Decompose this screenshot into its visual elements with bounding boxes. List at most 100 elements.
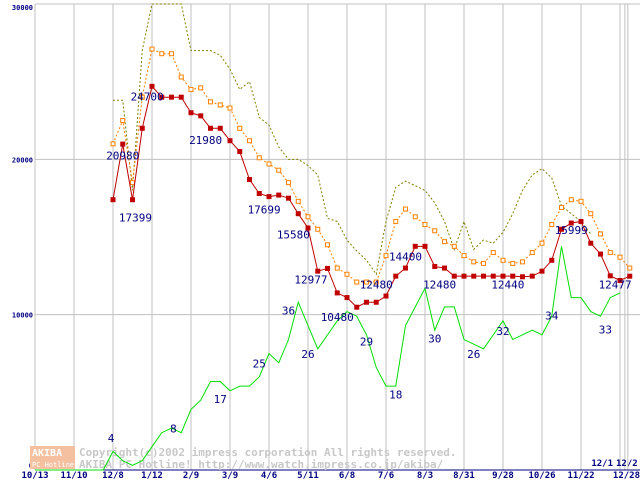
series-average-point [139,94,145,100]
series-min-point [217,125,223,131]
watermark: AKIBA PC Hotline! Copyright(c)2002 impre… [30,446,457,471]
series-min-point [198,113,204,119]
series-average-point [159,51,165,57]
series-average-point [442,239,447,245]
series-min-point [276,192,282,198]
x-tick-label: 5/11 [297,471,319,480]
series-average-point [247,138,252,144]
data-label: 12977 [294,274,327,287]
y-tick-label: 30000 [12,4,33,12]
watermark-logo-bottom-text: PC Hotline! [32,461,78,469]
x-tick-label: 6/8 [339,471,355,480]
data-label: 12480 [360,278,393,291]
data-label: 29 [360,336,373,349]
series-average-point [588,211,594,217]
series-average-point [266,161,272,167]
series-average-point [354,279,360,285]
series-average-point [110,141,116,147]
data-label: 12480 [423,278,456,291]
series-min-point [256,191,262,197]
data-label: 26 [467,348,480,361]
data-label: 24700 [131,90,164,103]
series-average-point [471,259,477,265]
series-min-point [178,94,184,100]
series-average-point [130,180,135,186]
series-min-point [130,197,135,203]
data-label: 17399 [119,211,152,224]
series-min-point [442,265,447,271]
series-min-point [295,211,301,217]
x-tick-label: 12/2 [616,459,638,469]
x-tick-label: 7/6 [378,471,394,480]
series-average-point [344,271,350,277]
series-min-point [110,197,116,203]
series-average-point [490,250,496,256]
data-label: 17699 [248,204,281,217]
x-tick-label: 8/31 [453,471,475,480]
series-min-point [149,83,155,89]
data-label: 12477 [599,278,632,291]
series-min-point [490,273,496,279]
series-min-point [559,226,564,232]
series-min-point [412,243,418,249]
series-average-point [481,260,486,266]
watermark-copyright: Copyright(c)2002 impress corporation All… [79,446,457,459]
y-tick-label: 20000 [12,156,33,164]
x-tick-label: 10/13 [21,471,48,480]
series-average-point [208,99,213,105]
series-average-point [598,231,603,237]
data-label: 15999 [555,224,588,237]
x-tick-label: 8/3 [417,471,433,480]
data-label: 33 [599,323,612,336]
series-average-point [276,167,282,173]
x-tick-label: 9/28 [492,471,514,480]
series-average-point [617,254,623,260]
series-min-point [393,273,399,279]
series-min-point [208,125,213,131]
data-label: 15580 [277,229,310,242]
series-average-point [325,242,330,248]
data-label: 25 [253,357,266,370]
series-min-point [237,149,243,155]
data-label: 21980 [189,134,222,147]
series-average-point [217,102,223,108]
series-average-point [432,228,438,234]
series-min-point [500,273,506,279]
series-min-point [247,177,252,183]
series-min-point [529,273,535,279]
series-min-point [588,240,594,246]
series-min-point [373,299,379,305]
series-min-point [139,125,145,131]
series-average-point [227,105,233,111]
data-label: 36 [282,305,295,318]
data-label: 32 [496,325,509,338]
series-min-point [169,94,174,100]
series-average-point [198,85,204,91]
series-average-point [627,265,633,271]
series-shops-line [35,246,621,471]
x-tick-label: 10/26 [528,471,555,480]
series-average-point [334,265,340,271]
data-label: 8 [170,423,177,436]
series-average-point [237,125,243,131]
series-min-point [461,273,467,279]
series-average-point [256,155,262,161]
data-label: 20980 [106,149,139,162]
series-average-point [578,198,584,204]
series-min-point [607,273,613,279]
series-max-line [113,3,592,276]
series-min-point [510,273,516,279]
series-min-point [549,257,555,263]
series-min-point [578,218,584,224]
series-min-point [315,268,321,274]
series-average-point [286,180,291,186]
series-average-point [188,86,194,92]
series-average-point [559,204,564,210]
x-tick-label: 1/12 [141,471,163,480]
series-min-point [159,94,165,100]
series-average-point [529,250,535,256]
series-average-point [393,218,399,224]
series-average-point [422,222,428,228]
series-min-point [471,273,477,279]
